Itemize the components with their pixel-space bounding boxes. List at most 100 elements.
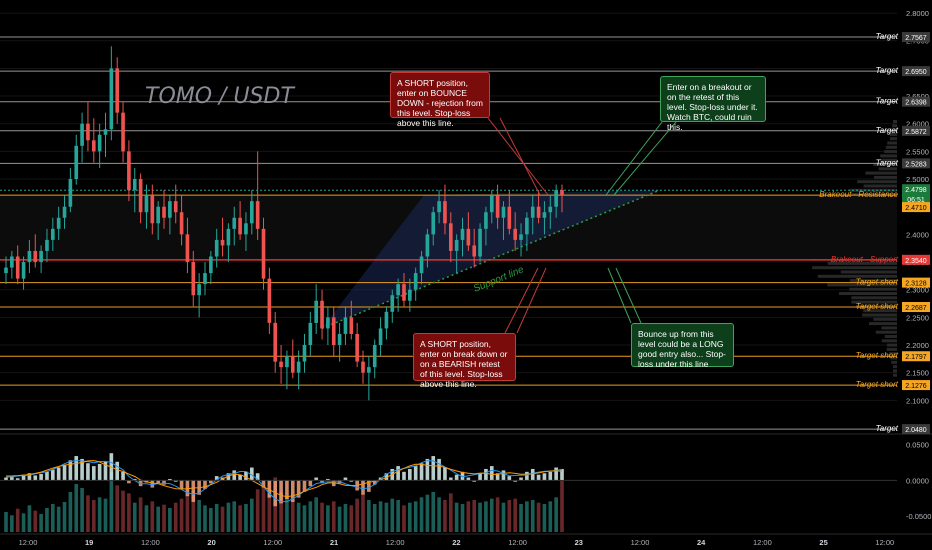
candle-body xyxy=(408,289,412,301)
volume-bar xyxy=(279,492,283,532)
indicator-line-slow xyxy=(5,460,563,498)
level-label: Brakeout - Resistance xyxy=(819,190,898,199)
candle-body xyxy=(91,140,96,152)
candle-body xyxy=(308,322,313,346)
candle-body xyxy=(168,201,172,218)
indicator-tick-label: -0.0500 xyxy=(906,512,931,521)
price-tick-label: 2.5000 xyxy=(906,175,929,184)
candle-body xyxy=(249,201,254,224)
histogram-bar xyxy=(33,475,38,481)
connector-line xyxy=(516,267,547,334)
histogram-bar xyxy=(408,468,412,481)
volume-bar xyxy=(267,480,272,532)
secondary-price-tag xyxy=(902,202,930,213)
price-tag-label: 2.1797 xyxy=(905,354,927,361)
volume-bar xyxy=(484,501,488,532)
volume-bar xyxy=(255,489,260,532)
profile-bar xyxy=(880,154,897,158)
candle-body xyxy=(127,151,131,191)
volume-bar xyxy=(437,497,441,532)
candle-body xyxy=(507,206,512,229)
histogram-bar xyxy=(308,480,313,487)
histogram-bar xyxy=(27,473,32,481)
candle-body xyxy=(56,217,61,229)
level-label: Target xyxy=(876,66,899,75)
histogram-bar xyxy=(267,480,272,498)
volume-bar xyxy=(413,501,418,532)
price-tick-label: 2.6500 xyxy=(906,92,929,101)
profile-bar xyxy=(857,180,897,184)
candle-body xyxy=(460,228,465,240)
volume-bar xyxy=(185,494,190,532)
candle-body xyxy=(86,123,90,141)
connector-line xyxy=(613,121,677,196)
time-tick-label: 12:00 xyxy=(508,538,527,547)
price-tag-label: 2.5872 xyxy=(905,129,927,136)
volume-bar xyxy=(27,505,32,532)
indicator-tick-label: 0.0500 xyxy=(906,441,929,450)
last-price-label: 2.4798 xyxy=(905,187,927,194)
histogram-bar xyxy=(86,463,90,481)
volume-bar xyxy=(290,500,295,532)
candle-body xyxy=(542,212,547,218)
candle-body xyxy=(132,179,137,191)
profile-bar xyxy=(838,292,897,295)
volume-bar xyxy=(138,497,143,532)
candle-body xyxy=(267,278,272,323)
histogram-bar xyxy=(10,476,14,481)
profile-bar xyxy=(827,261,897,265)
profile-bar xyxy=(886,343,897,347)
candle-body xyxy=(326,317,330,329)
volume-bar xyxy=(320,502,324,532)
profile-bar xyxy=(893,120,897,123)
candle-body xyxy=(513,228,517,240)
price-tag-label: 2.5283 xyxy=(905,161,927,168)
candle-body xyxy=(355,333,359,362)
volume-bar xyxy=(97,497,102,532)
profile-bar xyxy=(886,347,897,351)
secondary-price-label: 2.4710 xyxy=(905,205,927,212)
candle-body xyxy=(296,361,301,373)
candle-body xyxy=(27,250,32,263)
volume-bar xyxy=(249,498,254,532)
price-tag xyxy=(902,158,930,169)
volume-bar xyxy=(448,493,453,532)
time-tick-label: 20 xyxy=(207,538,215,547)
candle-body xyxy=(51,228,55,240)
volume-bar xyxy=(68,492,73,532)
histogram-bar xyxy=(56,467,61,481)
histogram-bar xyxy=(162,480,166,485)
callout-short-support: A SHORT position, enter on break down or… xyxy=(413,333,516,389)
histogram-bar xyxy=(115,461,120,481)
volume-bar xyxy=(349,505,354,532)
histogram-bar xyxy=(285,480,289,500)
candle-body xyxy=(232,217,237,229)
histogram-bar xyxy=(361,480,365,495)
volume-bar xyxy=(431,492,436,532)
candle-body xyxy=(74,145,79,180)
connector-line xyxy=(499,117,541,196)
volume-bar xyxy=(402,505,406,532)
price-tick-label: 2.5500 xyxy=(906,147,929,156)
histogram-bar xyxy=(21,474,26,481)
histogram-bar xyxy=(209,480,213,484)
volume-bar xyxy=(10,515,14,532)
profile-bar xyxy=(875,330,897,334)
profile-bar xyxy=(884,150,897,154)
histogram-bar xyxy=(454,474,459,481)
candle-body xyxy=(419,256,424,274)
histogram-bar xyxy=(261,480,266,488)
level-label: Target xyxy=(876,158,899,167)
volume-bar xyxy=(554,497,558,532)
volume-bar xyxy=(45,508,49,532)
histogram-bar xyxy=(501,470,506,481)
histogram-bar xyxy=(425,458,430,481)
volume-bar xyxy=(355,498,359,532)
candle-body xyxy=(372,345,377,368)
profile-bar xyxy=(884,335,897,338)
candle-body xyxy=(448,223,453,251)
candle-body xyxy=(548,206,553,213)
histogram-bar xyxy=(302,480,307,492)
volume-bar xyxy=(91,500,96,532)
profile-bar xyxy=(851,300,897,304)
